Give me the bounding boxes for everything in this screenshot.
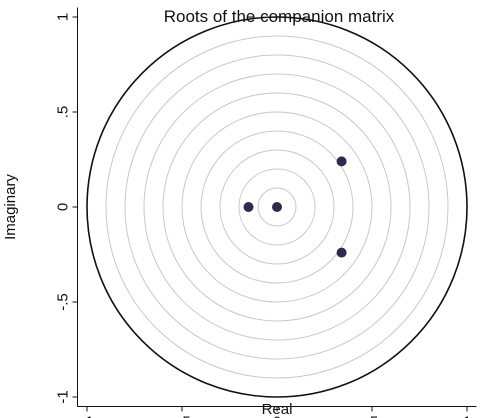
y-tick-label: .5: [55, 106, 72, 119]
y-tick-label: 1: [55, 13, 72, 21]
grid-circle: [200, 130, 354, 284]
root-point: [272, 202, 282, 212]
x-tick-label: .5: [366, 414, 379, 418]
root-point: [243, 202, 254, 212]
axes: -1 -.5 0 .5 1 -1 -.5 0 .5 1: [55, 7, 477, 418]
y-tick-label: -1: [55, 390, 72, 403]
x-tick-label: 1: [463, 414, 471, 418]
grid-circle: [219, 149, 335, 265]
grid-circle: [124, 54, 430, 360]
grid-circles: [86, 16, 468, 398]
x-tick-label: -1: [80, 414, 93, 418]
grid-circle: [105, 35, 449, 379]
x-tick-label: -.5: [173, 414, 191, 418]
grid-circle: [238, 168, 316, 246]
x-tick-label: 0: [273, 414, 281, 418]
grid-circle: [162, 92, 392, 322]
chart-title: Roots of the companion matrix: [164, 7, 395, 26]
root-point: [336, 247, 347, 258]
grid-circle: [257, 187, 297, 227]
x-axis-label: Real: [262, 401, 293, 418]
y-axis-label: Imaginary: [2, 174, 19, 240]
unit-circle: [86, 16, 468, 398]
roots-series: [243, 156, 347, 258]
y-tick-label: 0: [55, 203, 72, 211]
grid-circle: [143, 73, 411, 341]
y-tick-label: -.5: [55, 293, 72, 311]
grid-circle: [181, 111, 373, 303]
root-point: [336, 156, 347, 167]
